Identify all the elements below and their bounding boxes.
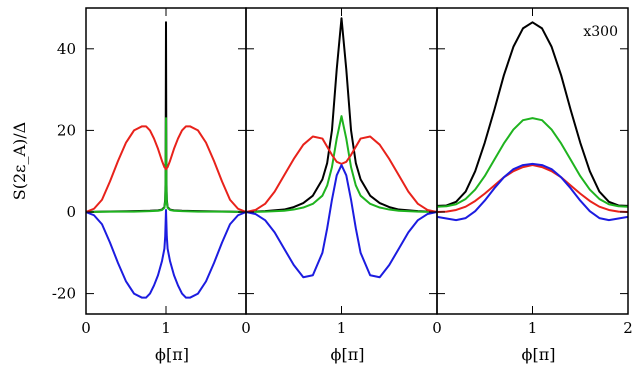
x-tick-label: 1 bbox=[161, 319, 171, 337]
x-tick-label: 0 bbox=[81, 319, 91, 337]
series-line-right-3 bbox=[437, 162, 628, 222]
x-axis-title: ϕ[π] bbox=[522, 345, 556, 364]
series-line-left-1 bbox=[86, 117, 246, 213]
series-line-middle-2 bbox=[246, 135, 437, 213]
y-tick-label: 0 bbox=[66, 203, 76, 221]
panel-middle: 0 1 ϕ[π] bbox=[241, 7, 438, 364]
series-line-middle-3 bbox=[246, 164, 437, 279]
series-line-right-2 bbox=[437, 164, 628, 213]
series-line-middle-1 bbox=[246, 115, 437, 213]
panel-annotation: x300 bbox=[583, 24, 618, 40]
y-tick-label: 20 bbox=[57, 121, 76, 139]
y-tick-label: 40 bbox=[57, 40, 76, 58]
series-line-right-1 bbox=[437, 117, 628, 208]
x-axis-title: ϕ[π] bbox=[155, 345, 189, 364]
x-tick-label: 1 bbox=[337, 319, 347, 337]
panel-frame bbox=[436, 7, 629, 315]
panel-left: 0 1 -20 0 20 40 ϕ[π] S(2ε_A)/Δ bbox=[10, 7, 247, 364]
x-tick-label: 1 bbox=[528, 319, 538, 337]
series-line-left-3 bbox=[86, 208, 246, 299]
y-tick-label: -20 bbox=[52, 285, 76, 303]
y-axis-title: S(2ε_A)/Δ bbox=[10, 122, 29, 200]
x-tick-label: 0 bbox=[241, 319, 251, 337]
series-line-left-2 bbox=[86, 125, 246, 213]
series-line-right-0 bbox=[437, 21, 628, 207]
panel-frame bbox=[245, 7, 438, 315]
series-line-middle-0 bbox=[246, 17, 437, 213]
x-axis-title: ϕ[π] bbox=[331, 345, 365, 364]
x-tick-label: 2 bbox=[623, 319, 633, 337]
panel-right: 0 1 2 ϕ[π] x300 bbox=[432, 7, 633, 364]
x-tick-label: 0 bbox=[432, 319, 442, 337]
